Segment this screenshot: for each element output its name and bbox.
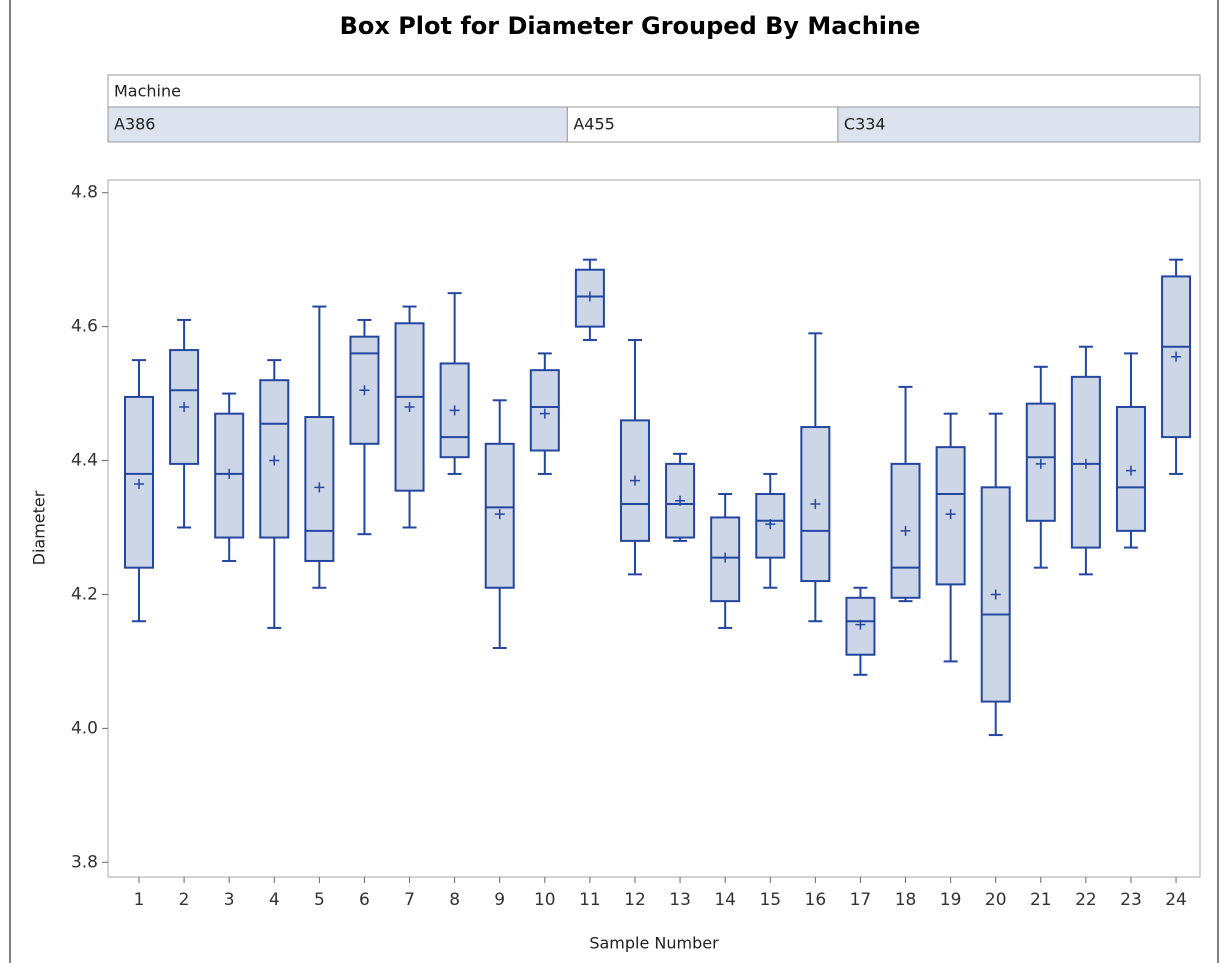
mean-marker <box>1125 465 1136 476</box>
box <box>484 442 515 589</box>
x-tick-label: 24 <box>1165 890 1187 910</box>
mean-marker <box>1035 458 1046 469</box>
mean-marker <box>945 509 956 520</box>
mean-marker <box>900 525 911 536</box>
plot-area <box>107 179 1201 878</box>
x-tick-label: 21 <box>1030 890 1052 910</box>
group-cell <box>566 106 839 143</box>
group-label: Machine <box>114 82 181 101</box>
mean-marker <box>629 475 640 486</box>
x-tick-label: 13 <box>669 890 691 910</box>
x-tick-label: 14 <box>714 890 736 910</box>
mean-marker <box>584 291 595 302</box>
mean-marker <box>1080 458 1091 469</box>
mean-marker <box>1171 351 1182 362</box>
x-tick-label: 15 <box>759 890 781 910</box>
y-tick-label: 3.8 <box>71 852 98 872</box>
y-tick-label: 4.4 <box>71 451 98 471</box>
mean-marker <box>810 499 821 510</box>
mean-marker <box>990 589 1001 600</box>
mean-marker <box>314 482 325 493</box>
mean-marker <box>359 385 370 396</box>
mean-marker <box>134 478 144 489</box>
x-axis-label: Sample Number <box>589 934 719 953</box>
mean-marker <box>404 401 415 412</box>
x-tick-label: 10 <box>534 890 556 910</box>
mean-marker <box>539 408 550 419</box>
group-cell <box>837 106 1201 143</box>
x-tick-label: 9 <box>494 890 505 910</box>
y-tick-label: 4.8 <box>71 183 98 203</box>
x-tick-label: 16 <box>805 890 827 910</box>
mean-marker <box>765 519 776 530</box>
mean-marker <box>675 495 686 506</box>
x-tick-label: 1 <box>134 890 145 910</box>
box <box>169 349 200 465</box>
chart-title: Box Plot for Diameter Grouped By Machine <box>340 12 921 40</box>
x-tick-label: 19 <box>940 890 962 910</box>
x-tick-label: 2 <box>179 890 190 910</box>
x-tick-label: 18 <box>895 890 917 910</box>
x-tick-label: 5 <box>314 890 325 910</box>
mean-marker <box>224 468 235 479</box>
mean-marker <box>720 552 731 563</box>
group-name: C334 <box>844 115 886 134</box>
group-name: A455 <box>573 115 614 134</box>
y-axis-label: Diameter <box>30 490 49 565</box>
mean-marker <box>269 455 280 466</box>
x-tick-label: 3 <box>224 890 235 910</box>
group-header <box>107 74 1201 108</box>
x-tick-label: 22 <box>1075 890 1097 910</box>
group-name: A386 <box>114 115 155 134</box>
mean-marker <box>855 619 866 630</box>
mean-marker <box>179 401 190 412</box>
mean-marker <box>449 405 460 416</box>
y-tick-label: 4.6 <box>71 317 98 337</box>
x-tick-label: 6 <box>359 890 370 910</box>
x-tick-label: 23 <box>1120 890 1142 910</box>
x-tick-label: 11 <box>579 890 601 910</box>
y-tick-label: 4.2 <box>71 584 98 604</box>
x-tick-label: 8 <box>449 890 460 910</box>
x-tick-label: 4 <box>269 890 280 910</box>
mean-marker <box>494 509 505 520</box>
x-tick-label: 7 <box>404 890 415 910</box>
frame <box>9 0 1219 963</box>
group-cell <box>107 106 568 143</box>
x-tick-label: 12 <box>624 890 646 910</box>
y-tick-label: 4.0 <box>71 718 98 738</box>
x-tick-label: 20 <box>985 890 1007 910</box>
x-tick-label: 17 <box>850 890 872 910</box>
